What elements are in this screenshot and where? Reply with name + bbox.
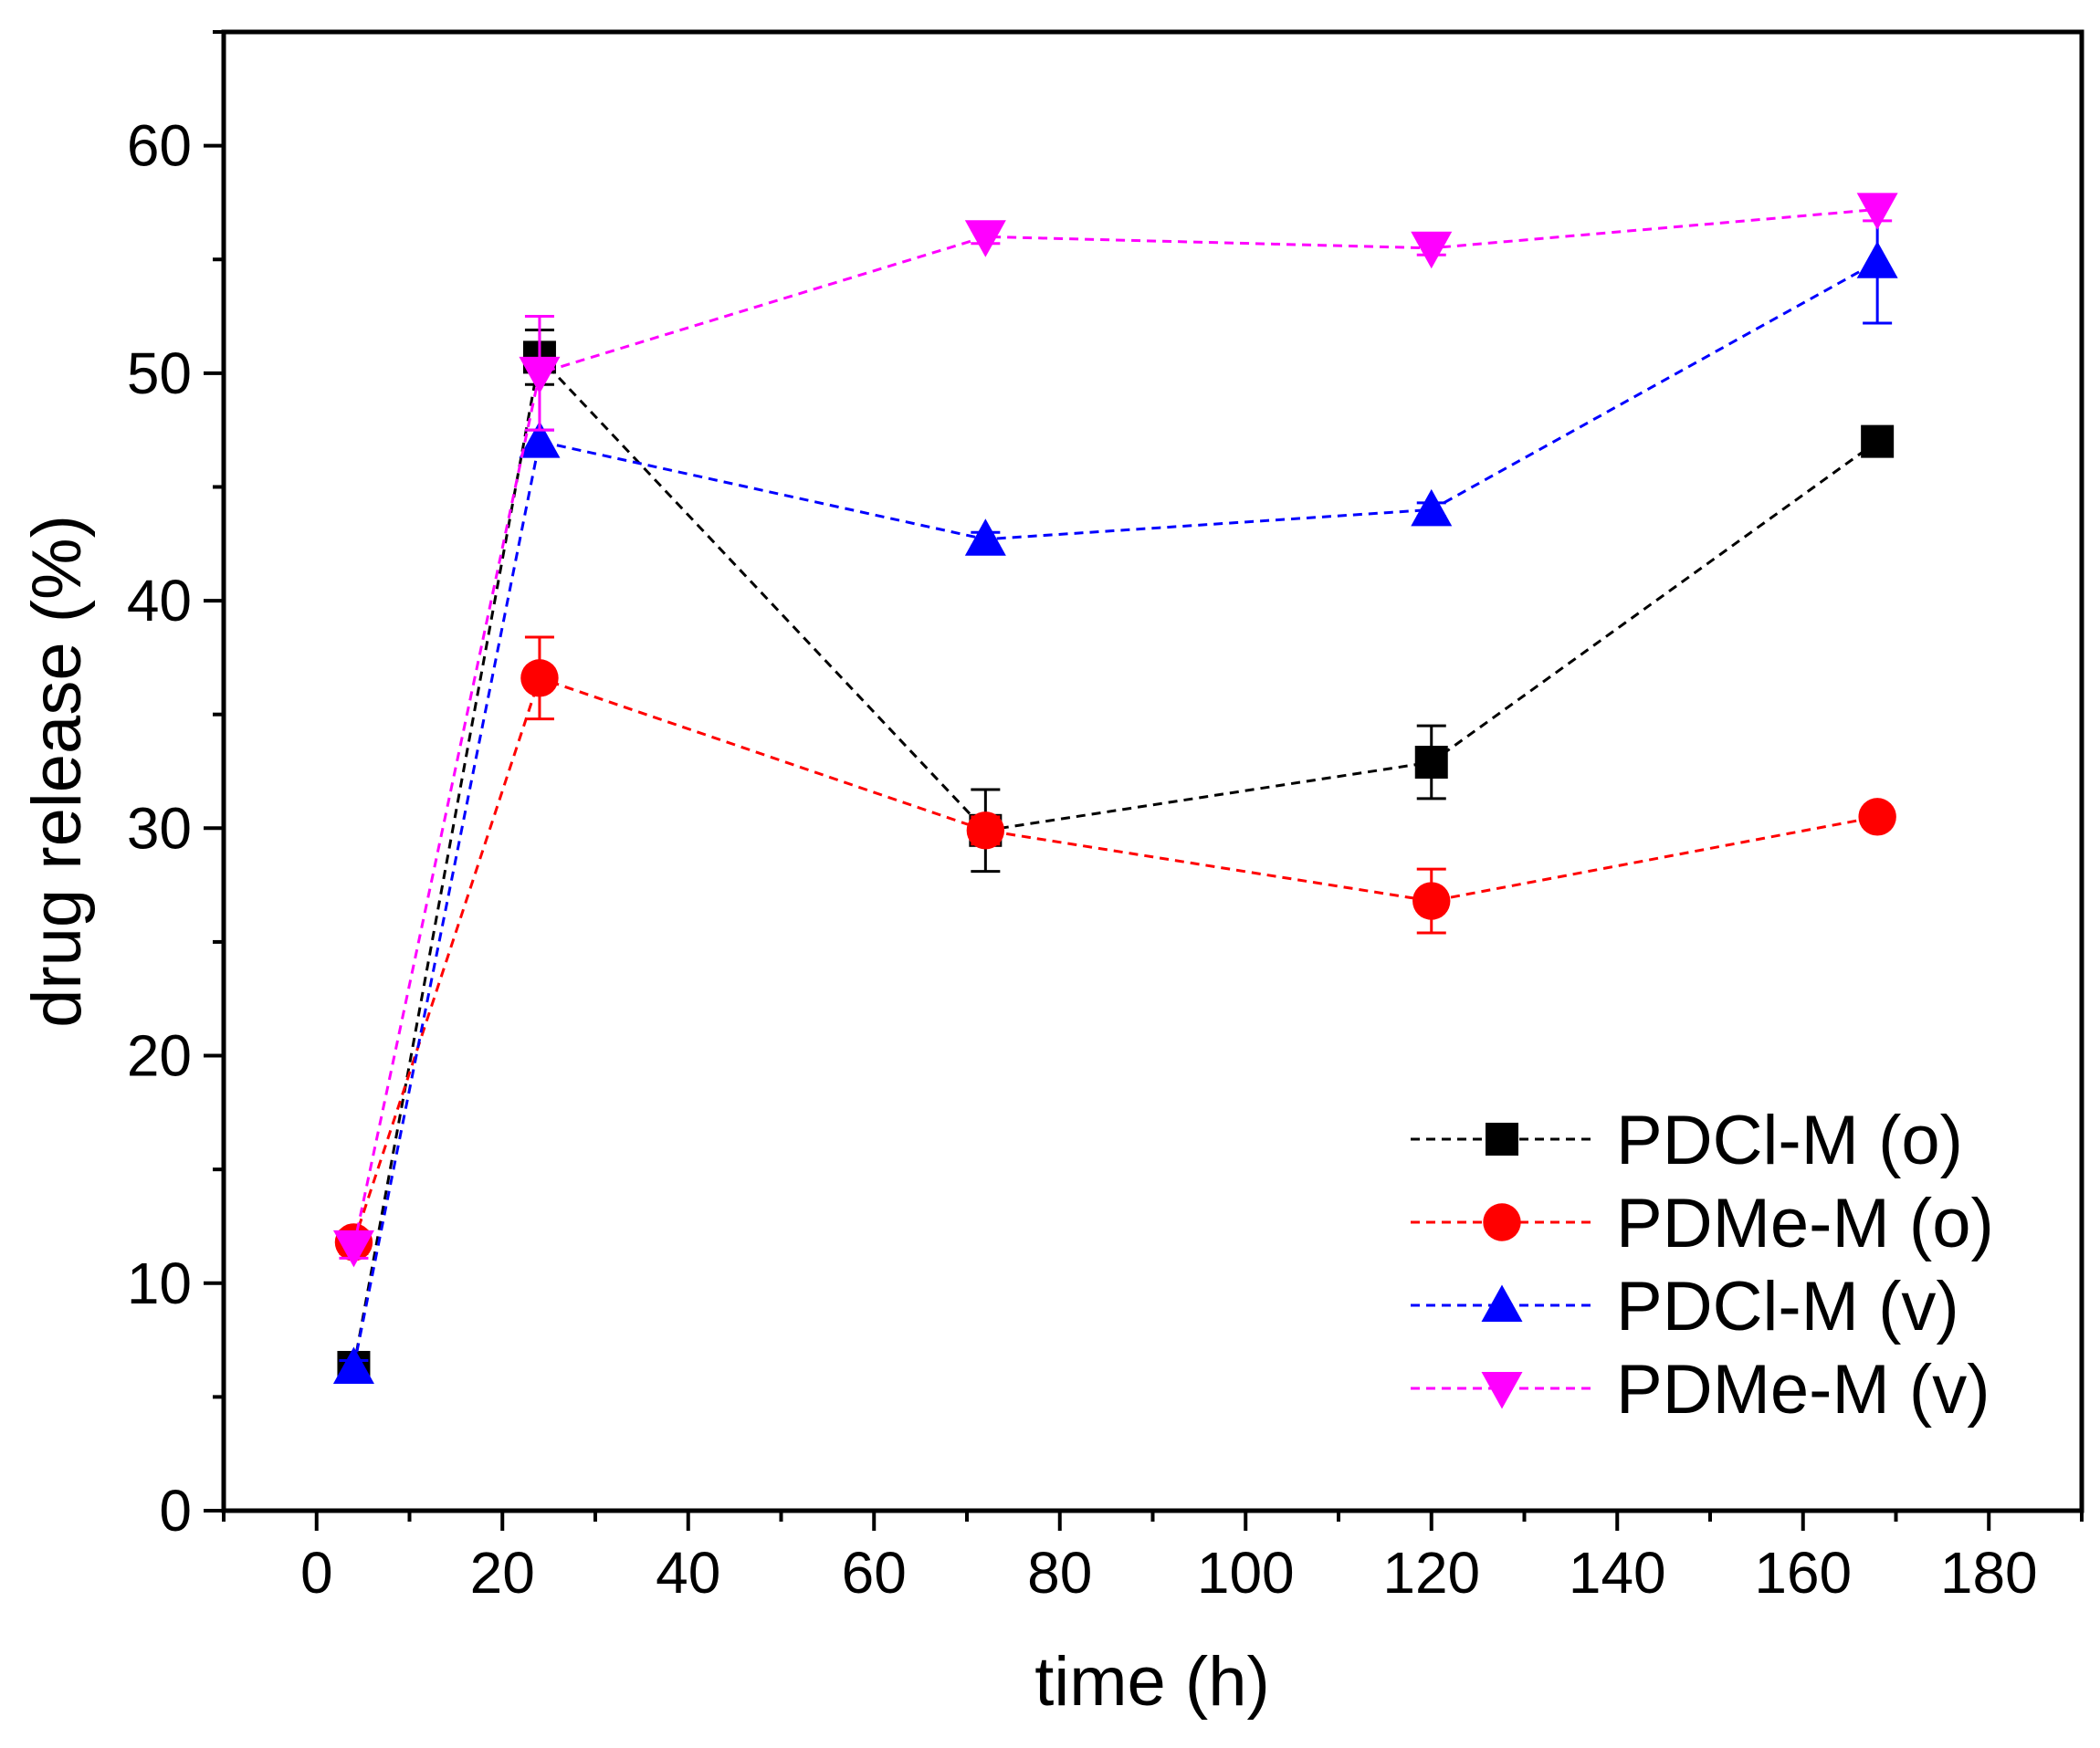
data-point <box>1411 231 1453 269</box>
legend-marker <box>1481 1372 1523 1409</box>
data-point <box>964 220 1006 257</box>
legend-label: PDCl-M (o) <box>1616 1102 1963 1179</box>
y-tick-label: 40 <box>127 568 192 633</box>
data-point <box>1412 882 1451 920</box>
legend-item: PDCl-M (o) <box>1411 1102 1963 1179</box>
series-line <box>352 207 1878 1248</box>
legend-label: PDMe-M (o) <box>1616 1185 1994 1262</box>
x-tick-label: 20 <box>470 1540 535 1606</box>
y-tick-label: 60 <box>127 113 192 179</box>
data-point <box>519 356 561 394</box>
x-tick-label: 180 <box>1940 1540 2038 1606</box>
series-layer <box>332 193 1898 1384</box>
legend-item: PDMe-M (o) <box>1411 1185 1994 1262</box>
y-axis-title: drug release (%) <box>18 515 96 1028</box>
x-tick-label: 140 <box>1569 1540 1666 1606</box>
x-tick-label: 160 <box>1754 1540 1852 1606</box>
legend-marker <box>1483 1203 1521 1241</box>
legend-label: PDCl-M (v) <box>1616 1268 1959 1345</box>
series-line <box>352 675 1878 1243</box>
legend-label: PDMe-M (v) <box>1616 1351 1990 1429</box>
data-point <box>332 1346 374 1384</box>
legend-marker <box>1486 1123 1518 1156</box>
axes-layer: 0 20 40 60 80 100 120 140 160 180 0 10 20 30 40 50 60 <box>127 30 2084 1606</box>
data-point <box>1856 241 1898 278</box>
y-tick-label: 20 <box>127 1023 192 1089</box>
data-point <box>1861 424 1895 458</box>
data-point <box>1411 488 1453 527</box>
data-point <box>1858 798 1896 836</box>
data-point <box>1856 193 1898 230</box>
y-tick-label: 30 <box>127 795 192 861</box>
data-point <box>520 659 559 697</box>
data-point <box>964 518 1006 556</box>
legend-item: PDCl-M (v) <box>1411 1268 1959 1345</box>
x-tick-label: 120 <box>1382 1540 1480 1606</box>
x-tick-label: 80 <box>1027 1540 1092 1606</box>
y-tick-label: 0 <box>159 1478 192 1544</box>
x-axis-title: time (h) <box>1034 1643 1270 1721</box>
data-point <box>332 1230 374 1268</box>
x-tick-label: 0 <box>300 1540 333 1606</box>
legend-item: PDMe-M (v) <box>1411 1351 1990 1429</box>
x-tick-label: 100 <box>1197 1540 1295 1606</box>
data-point <box>1414 746 1448 780</box>
series-4 <box>332 193 1898 1268</box>
data-point <box>519 421 561 458</box>
legend-marker <box>1481 1284 1523 1322</box>
x-tick-label: 60 <box>842 1540 907 1606</box>
x-tick-label: 40 <box>656 1540 720 1606</box>
data-point <box>966 811 1005 850</box>
y-tick-label: 10 <box>127 1251 192 1316</box>
legend: PDCl-M (o)PDMe-M (o)PDCl-M (v)PDMe-M (v) <box>1411 1102 1994 1429</box>
y-tick-label: 50 <box>127 340 192 406</box>
